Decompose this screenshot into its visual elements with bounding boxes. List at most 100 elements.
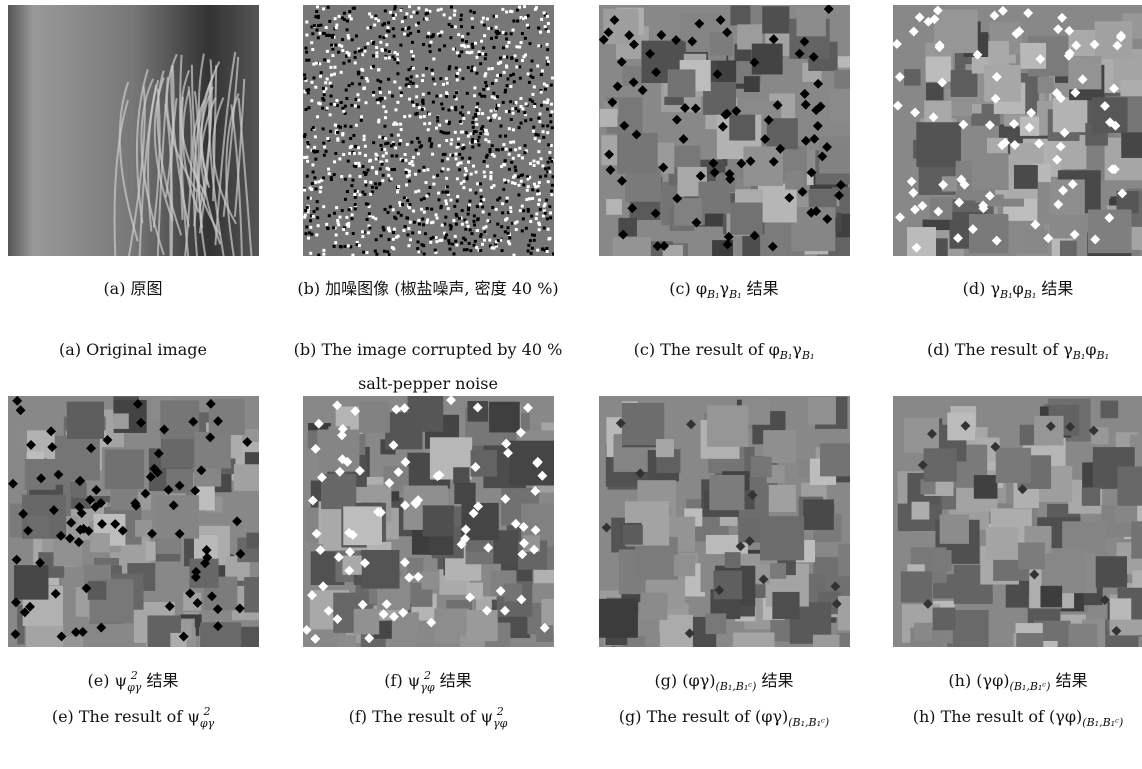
noise xyxy=(351,254,354,256)
script-stack: 2γφ xyxy=(493,706,507,730)
noise xyxy=(425,67,428,70)
noise xyxy=(519,77,522,80)
noise xyxy=(444,236,447,239)
noise xyxy=(422,74,425,77)
patch xyxy=(912,502,930,520)
noise xyxy=(509,10,512,13)
noise xyxy=(341,107,344,110)
noise xyxy=(410,15,413,18)
noise xyxy=(474,240,477,243)
noise xyxy=(357,99,360,102)
patch xyxy=(1034,416,1064,446)
noise xyxy=(491,246,494,249)
noise xyxy=(374,182,377,185)
noise xyxy=(333,103,336,106)
noise xyxy=(364,180,367,183)
noise xyxy=(481,112,484,115)
noise xyxy=(378,183,381,186)
patch xyxy=(1040,586,1062,608)
noise xyxy=(341,38,344,41)
noise xyxy=(458,217,461,220)
patch xyxy=(904,69,921,86)
noise xyxy=(502,143,505,146)
noise xyxy=(430,145,433,148)
noise xyxy=(547,161,550,164)
subscript: B₁ xyxy=(802,349,815,362)
noise xyxy=(418,106,421,109)
noise xyxy=(539,113,542,116)
noise xyxy=(378,135,381,138)
noise xyxy=(342,62,345,65)
noise xyxy=(549,120,552,123)
noise xyxy=(334,44,337,47)
patch xyxy=(1014,165,1038,189)
noise xyxy=(445,77,448,80)
noise xyxy=(525,198,528,201)
noise xyxy=(484,57,487,60)
noise xyxy=(505,66,508,69)
noise xyxy=(379,80,382,83)
noise xyxy=(450,142,453,145)
patch xyxy=(996,448,1031,483)
noise xyxy=(392,143,395,146)
noise xyxy=(319,24,322,27)
noise xyxy=(547,143,550,146)
noise xyxy=(417,30,420,33)
noise xyxy=(387,253,390,256)
caption-text: γ xyxy=(792,340,802,359)
noise xyxy=(517,110,520,113)
noise xyxy=(538,228,541,231)
noise xyxy=(473,220,476,223)
noise xyxy=(331,48,334,51)
noise xyxy=(303,189,306,192)
noise xyxy=(390,168,393,171)
patch xyxy=(752,44,783,75)
noise xyxy=(546,15,549,18)
noise xyxy=(497,62,500,65)
noise xyxy=(384,137,387,140)
noise xyxy=(499,125,502,128)
noise xyxy=(364,184,367,187)
noise xyxy=(537,161,540,164)
noise xyxy=(349,137,352,140)
noise xyxy=(473,223,476,226)
script-stack: 2φγ xyxy=(200,706,214,730)
noise xyxy=(481,243,484,246)
noise xyxy=(491,82,494,85)
noise xyxy=(544,174,547,177)
subscript: φγ xyxy=(200,718,214,730)
noise xyxy=(403,196,406,199)
noise xyxy=(388,50,391,53)
patch xyxy=(743,146,783,186)
noise xyxy=(360,115,363,118)
patch xyxy=(1092,97,1128,133)
noise xyxy=(460,161,463,164)
patch xyxy=(338,635,356,647)
noise xyxy=(515,59,518,62)
patch xyxy=(796,7,825,36)
noise xyxy=(375,55,378,58)
noise xyxy=(462,117,465,120)
noise xyxy=(523,5,526,8)
patch xyxy=(600,109,618,127)
noise xyxy=(473,67,476,70)
noise xyxy=(473,94,476,97)
noise xyxy=(422,43,425,46)
noise xyxy=(527,72,530,75)
caption-text: (e) ψ xyxy=(88,671,128,690)
noise xyxy=(532,160,535,163)
noise xyxy=(333,66,336,69)
noise xyxy=(472,165,475,168)
noise xyxy=(422,223,425,226)
noise xyxy=(523,151,526,154)
subscript: (B₁,B₁ᶜ) xyxy=(1082,716,1123,729)
noise xyxy=(549,114,552,117)
noise xyxy=(487,27,490,30)
patch xyxy=(714,571,743,600)
noise xyxy=(522,17,525,20)
noise xyxy=(499,57,502,60)
subscript: γφ xyxy=(493,718,507,730)
noise xyxy=(465,131,468,134)
noise xyxy=(340,175,343,178)
noise xyxy=(389,11,392,14)
